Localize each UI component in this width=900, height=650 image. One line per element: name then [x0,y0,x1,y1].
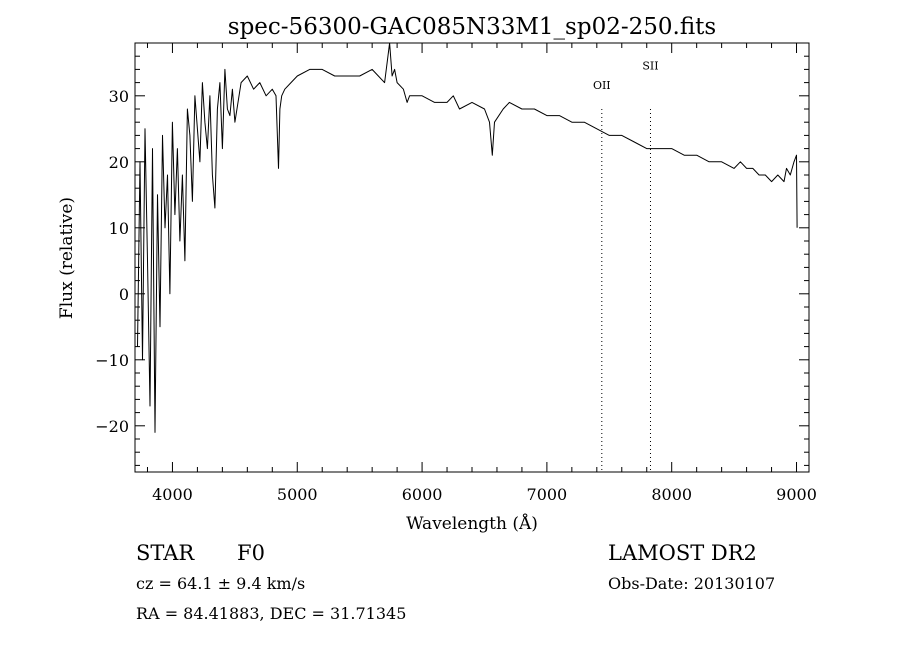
coordinates: RA = 84.41883, DEC = 31.71345 [136,604,407,623]
x-axis-label: Wavelength (Å) [406,513,538,534]
observation-date: Obs-Date: 20130107 [608,574,776,593]
y-axis: −20 −10 0 10 20 30 [95,42,809,466]
line-annotations: OII SII [593,59,659,472]
x-tick-label: 6000 [402,485,443,504]
redshift-velocity: cz = 64.1 ± 9.4 km/s [136,574,306,593]
y-axis-label: Flux (relative) [57,197,77,319]
y-tick-label: 20 [109,153,129,172]
y-tick-label: −10 [95,351,129,370]
spectrum-line-0 [137,42,798,433]
y-tick-label: 0 [119,285,129,304]
y-tick-label: 30 [109,87,129,106]
x-axis: 4000 5000 6000 7000 8000 9000 [146,43,817,504]
chart-title: spec-56300-GAC085N33M1_sp02-250.fits [228,14,716,40]
plot-frame [134,42,810,473]
object-class: STAR [136,541,195,565]
object-subclass: F0 [237,541,265,565]
x-tick-label: 9000 [776,485,817,504]
survey-name: LAMOST DR2 [608,541,757,565]
plot-area [137,42,798,433]
x-tick-label: 7000 [527,485,568,504]
x-tick-label: 8000 [651,485,692,504]
x-tick-label: 4000 [152,485,193,504]
y-tick-label: −20 [95,417,129,436]
x-tick-label: 5000 [277,485,318,504]
y-tick-label: 10 [109,219,129,238]
annotation-label-oii: OII [593,79,611,92]
annotation-label-sii: SII [642,59,658,72]
